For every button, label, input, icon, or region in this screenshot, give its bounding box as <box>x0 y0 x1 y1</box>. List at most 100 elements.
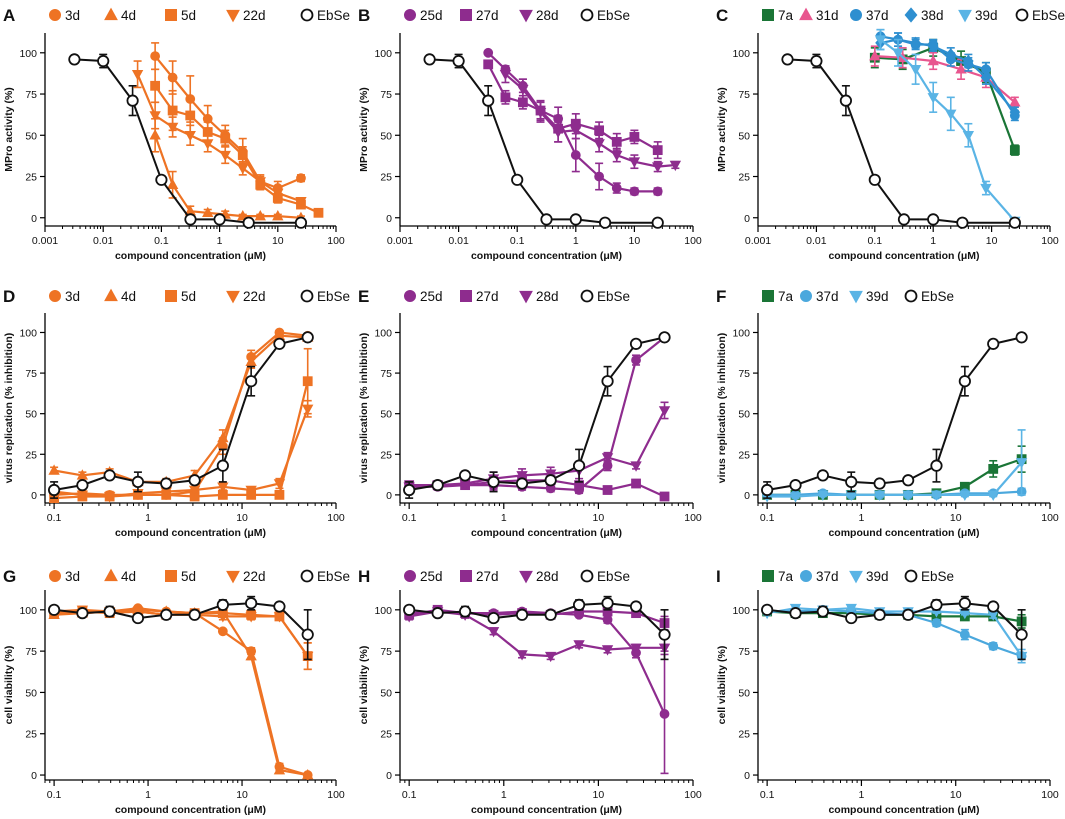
data-point <box>149 111 161 122</box>
series-f-ebse <box>761 331 1028 499</box>
legend-label-a-22d: 22d <box>243 8 266 23</box>
data-point <box>274 489 285 500</box>
data-point <box>245 355 257 366</box>
x-axis-label-g: compound concentration (μM) <box>115 804 266 816</box>
x-tick-label: 100 <box>327 235 345 247</box>
data-point <box>761 483 774 497</box>
legend-marker-i-7a <box>762 570 774 582</box>
data-point <box>873 477 886 490</box>
x-tick-label: 10 <box>593 512 605 524</box>
legend-marker-a-4d <box>104 7 118 21</box>
y-tick-label: 75 <box>380 368 392 380</box>
data-point <box>927 213 940 226</box>
data-point <box>1015 628 1028 641</box>
series-d-ebse <box>48 331 314 499</box>
data-point <box>166 122 179 134</box>
data-point <box>242 216 255 229</box>
data-point <box>48 464 60 475</box>
data-point <box>1015 458 1028 469</box>
legend-label-d-22d: 22d <box>243 289 266 304</box>
data-point <box>629 132 640 142</box>
data-point <box>217 612 229 623</box>
legend-label-c-7a: 7a <box>778 8 794 23</box>
data-point <box>873 490 886 501</box>
data-point <box>927 54 939 66</box>
legend-label-a-5d: 5d <box>181 8 196 23</box>
data-point <box>184 131 196 142</box>
y-tick-label: 25 <box>380 449 392 461</box>
x-tick-label: 10 <box>593 789 605 801</box>
data-point <box>216 598 229 611</box>
legend-label-d-4d: 4d <box>121 289 136 304</box>
y-tick-label: 50 <box>25 409 37 421</box>
series-line <box>74 58 301 224</box>
data-point <box>652 145 663 156</box>
data-point <box>963 54 974 68</box>
y-tick-label: 0 <box>31 770 37 782</box>
data-point <box>160 477 173 490</box>
data-point <box>573 640 585 651</box>
series-d-4d <box>48 329 314 487</box>
data-point <box>301 628 314 641</box>
legend-marker-h-28d <box>519 570 533 584</box>
y-tick-label: 0 <box>31 490 37 502</box>
x-tick-label: 0.1 <box>47 512 62 524</box>
legend-label-e-27d: 27d <box>476 289 499 304</box>
data-point <box>245 597 258 610</box>
legend-marker-b-25d <box>404 9 416 21</box>
y-tick-label: 50 <box>25 130 37 142</box>
data-point <box>452 54 465 68</box>
panel-letter-b: B <box>358 6 370 25</box>
data-point <box>220 133 231 144</box>
data-point <box>302 376 313 387</box>
legend-marker-a-3d <box>49 9 61 21</box>
x-axis-label-a: compound concentration (μM) <box>115 250 266 262</box>
series-line <box>53 336 308 491</box>
data-point <box>76 607 89 620</box>
legend-label-i-ebse: EbSe <box>921 569 954 584</box>
legend-label-b-28d: 28d <box>536 8 559 23</box>
panel-i: I 7a 37d 39d EbSe 0.1 1 10 100 0 25 50 75 100 compound… <box>716 567 1059 816</box>
legend-label-f-7a: 7a <box>778 289 794 304</box>
data-point <box>245 485 257 497</box>
legend-label-c-39d: 39d <box>975 8 998 23</box>
data-point <box>184 213 197 226</box>
legend-marker-f-ebse <box>904 289 918 303</box>
series-h-27d <box>404 604 670 631</box>
legend-label-h-ebse: EbSe <box>597 569 630 584</box>
data-point <box>570 126 582 137</box>
data-point <box>188 474 201 487</box>
data-point <box>482 94 495 107</box>
y-axis-label-b: MPro activity (%) <box>358 87 370 172</box>
x-tick-label: 10 <box>272 235 284 247</box>
data-point <box>487 627 500 638</box>
y-axis-label-a: MPro activity (%) <box>3 87 15 172</box>
data-point <box>458 469 472 482</box>
data-point <box>149 129 161 140</box>
data-point <box>216 459 229 472</box>
x-tick-label: 0.1 <box>402 512 417 524</box>
data-point <box>873 608 886 621</box>
y-tick-label: 75 <box>738 89 750 101</box>
y-tick-label: 75 <box>25 646 37 658</box>
data-point <box>403 603 416 616</box>
y-tick-label: 50 <box>25 687 37 699</box>
y-tick-label: 100 <box>732 48 750 60</box>
data-point <box>930 459 943 472</box>
legend-marker-a-22d <box>226 9 240 23</box>
panel-letter-i: I <box>716 567 721 586</box>
series-line <box>409 602 666 636</box>
data-point <box>651 216 664 229</box>
data-point <box>517 84 529 96</box>
data-point <box>572 598 586 611</box>
panel-letter-e: E <box>358 287 369 306</box>
data-point <box>958 375 971 388</box>
legend-marker-c-38d <box>904 7 918 23</box>
legend-label-c-38d: 38d <box>921 8 944 23</box>
series-line <box>136 73 302 203</box>
legend-marker-h-ebse <box>580 569 594 583</box>
series-line <box>54 331 308 496</box>
panel-letter-d: D <box>3 287 15 306</box>
legend-label-h-28d: 28d <box>536 569 559 584</box>
data-point <box>602 485 613 495</box>
